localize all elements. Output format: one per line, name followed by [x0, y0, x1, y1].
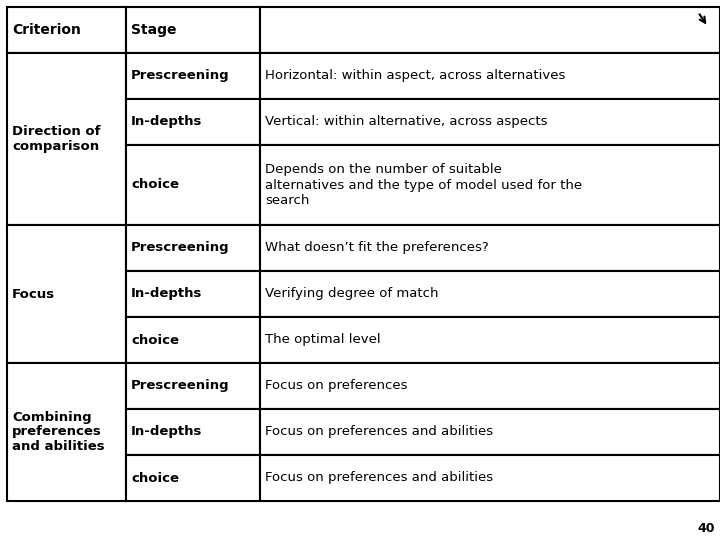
Text: Prescreening: Prescreening: [131, 380, 230, 393]
Text: Focus on preferences and abilities: Focus on preferences and abilities: [265, 471, 493, 484]
Text: The optimal level: The optimal level: [265, 334, 381, 347]
Bar: [7, 363, 126, 501]
Bar: [126, 363, 260, 409]
Bar: [260, 409, 720, 455]
Text: In-depths: In-depths: [131, 116, 202, 129]
Bar: [126, 409, 260, 455]
Text: Direction of
comparison: Direction of comparison: [12, 125, 101, 153]
Bar: [260, 7, 720, 53]
Bar: [260, 317, 720, 363]
Bar: [126, 99, 260, 145]
Text: In-depths: In-depths: [131, 426, 202, 438]
Bar: [126, 317, 260, 363]
Text: Vertical: within alternative, across aspects: Vertical: within alternative, across asp…: [265, 116, 547, 129]
Text: Stage: Stage: [131, 23, 176, 37]
Text: choice: choice: [131, 334, 179, 347]
Bar: [260, 225, 720, 271]
Bar: [126, 225, 260, 271]
Bar: [7, 7, 126, 53]
Bar: [260, 363, 720, 409]
Bar: [260, 145, 720, 225]
Text: Criterion: Criterion: [12, 23, 81, 37]
Text: Depends on the number of suitable
alternatives and the type of model used for th: Depends on the number of suitable altern…: [265, 164, 582, 206]
Bar: [260, 455, 720, 501]
Text: In-depths: In-depths: [131, 287, 202, 300]
Text: Prescreening: Prescreening: [131, 241, 230, 254]
Text: Verifying degree of match: Verifying degree of match: [265, 287, 438, 300]
Bar: [260, 271, 720, 317]
Bar: [260, 99, 720, 145]
Bar: [7, 53, 126, 225]
Bar: [7, 225, 126, 363]
Bar: [260, 53, 720, 99]
Bar: [126, 145, 260, 225]
Text: Prescreening: Prescreening: [131, 70, 230, 83]
Text: Horizontal: within aspect, across alternatives: Horizontal: within aspect, across altern…: [265, 70, 565, 83]
Bar: [126, 7, 260, 53]
Text: choice: choice: [131, 179, 179, 192]
Text: Focus on preferences: Focus on preferences: [265, 380, 408, 393]
Text: What doesn’t fit the preferences?: What doesn’t fit the preferences?: [265, 241, 489, 254]
Text: Combining
preferences
and abilities: Combining preferences and abilities: [12, 410, 104, 454]
Bar: [126, 455, 260, 501]
Text: Focus: Focus: [12, 287, 55, 300]
Text: choice: choice: [131, 471, 179, 484]
Text: 40: 40: [698, 522, 715, 535]
Bar: [126, 53, 260, 99]
Text: Focus on preferences and abilities: Focus on preferences and abilities: [265, 426, 493, 438]
Bar: [126, 271, 260, 317]
